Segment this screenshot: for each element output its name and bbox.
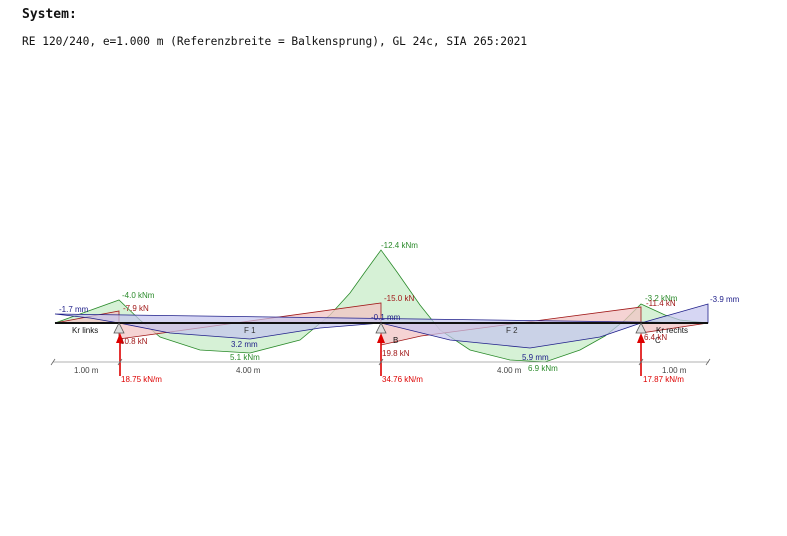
shear-label: 6.4 kN [644,333,667,342]
span-length-kr-rechts: 1.00 m [662,366,687,375]
moment-label: -3.2 kNm [645,294,678,303]
reaction-arrow-c [637,333,645,376]
moment-label: 5.1 kNm [230,353,260,362]
deflection-label: -1.7 mm [59,305,89,314]
deflection-label: -0.1 mm [371,313,401,322]
reaction-arrow-b [377,333,385,376]
dimension-tick [705,358,711,366]
dimension-tick [117,358,123,366]
shear-label: 10.8 kN [120,337,148,346]
reaction-label-a: 18.75 kN/m [121,375,162,384]
moment-label: -12.4 kNm [381,241,418,250]
shear-label: 19.8 kN [382,349,410,358]
reaction-label-b: 34.76 kN/m [382,375,423,384]
shear-label: -7.9 kN [123,304,149,313]
shear-label: -15.0 kN [384,294,414,303]
support-name-b: B [393,336,398,345]
segment-name-kr-rechts: Kr rechts [656,326,688,335]
segment-name-f2: F 2 [506,326,518,335]
deflection-label: 3.2 mm [231,340,258,349]
span-length-kr-links: 1.00 m [74,366,99,375]
span-length-f2: 4.00 m [497,366,522,375]
deflection-area [54,303,709,349]
segment-name-f1: F 1 [244,326,256,335]
segment-name-kr-links: Kr links [72,326,98,335]
reaction-label-c: 17.87 kN/m [643,375,684,384]
system-title: System: [22,7,77,22]
deflection-label: -3.9 mm [710,295,740,304]
shear-label: -11.4 kN [646,299,676,308]
span-length-f1: 4.00 m [236,366,261,375]
dimension-tick [50,358,56,366]
dimension-tick [378,358,384,366]
system-description: RE 120/240, e=1.000 m (Referenzbreite = … [22,35,528,48]
reaction-arrow-a [116,333,124,376]
support-a-symbol [113,322,125,334]
support-name-c: C [655,336,661,345]
deflection-label: 5.9 mm [522,353,549,362]
moment-label: -4.0 kNm [122,291,155,300]
moment-label: 6.9 kNm [528,364,558,373]
dimension-tick [638,358,644,366]
